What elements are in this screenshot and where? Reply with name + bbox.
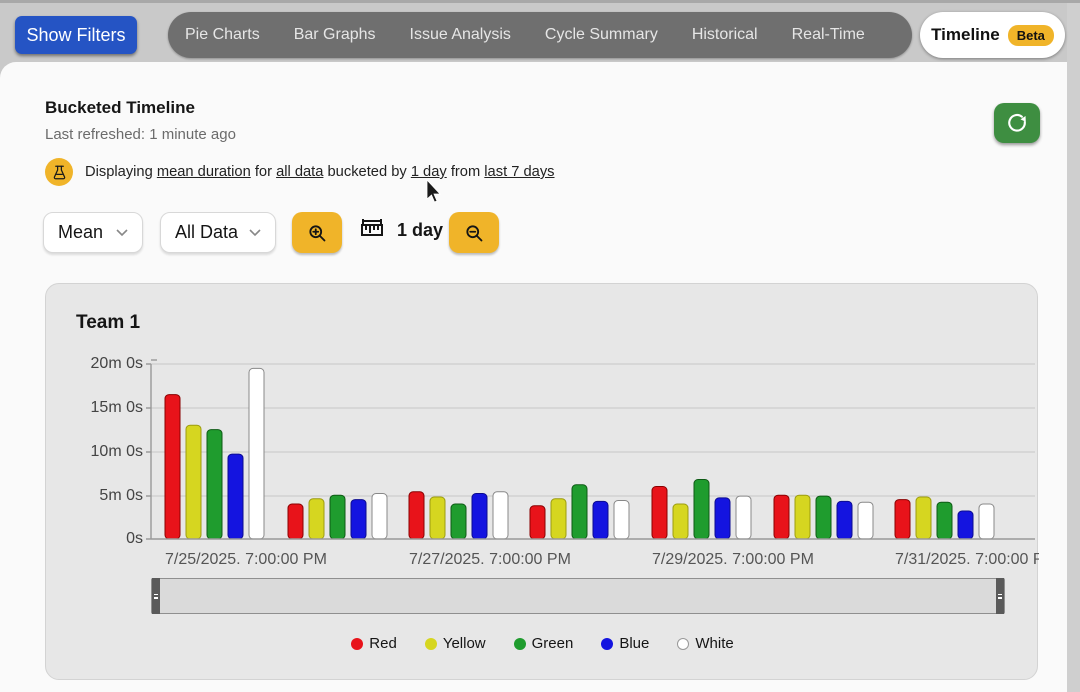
svg-text:5m 0s: 5m 0s: [99, 487, 143, 504]
svg-text:7/27/2025, 7:00:00 PM: 7/27/2025, 7:00:00 PM: [409, 551, 571, 564]
svg-text:7/31/2025, 7:00:00 PM: 7/31/2025, 7:00:00 PM: [895, 551, 1039, 564]
svg-text:0s: 0s: [126, 530, 143, 547]
svg-text:20m 0s: 20m 0s: [91, 355, 143, 372]
svg-text:15m 0s: 15m 0s: [91, 399, 143, 416]
svg-text:7/29/2025, 7:00:00 PM: 7/29/2025, 7:00:00 PM: [652, 551, 814, 564]
svg-text:7/25/2025, 7:00:00 PM: 7/25/2025, 7:00:00 PM: [165, 551, 327, 564]
svg-text:10m 0s: 10m 0s: [91, 443, 143, 460]
